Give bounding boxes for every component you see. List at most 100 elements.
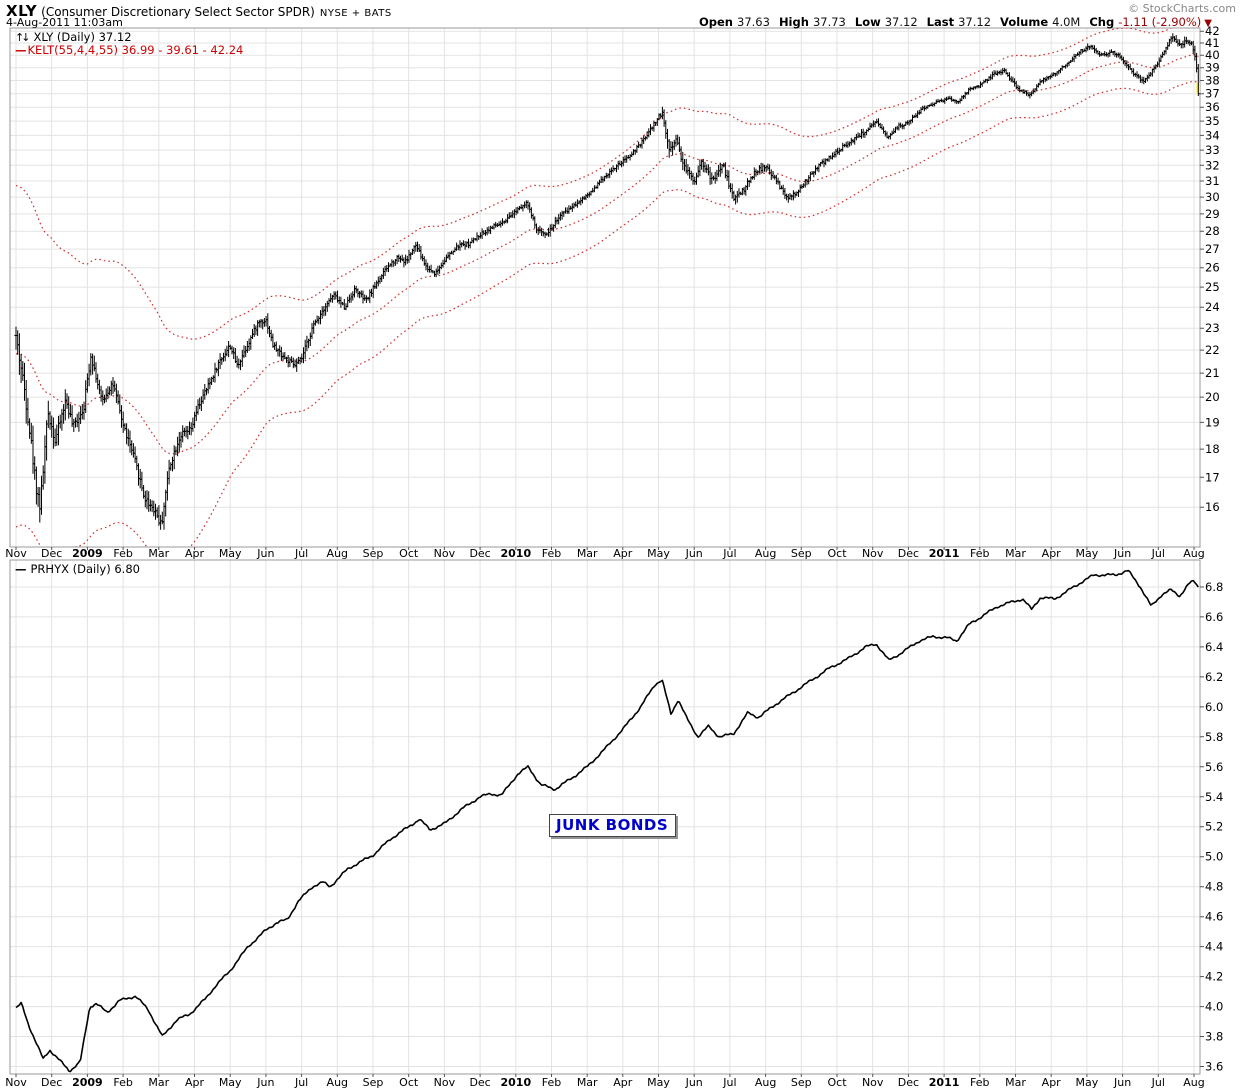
svg-text:Feb: Feb bbox=[970, 547, 989, 560]
line-swatch-icon: — bbox=[15, 43, 27, 57]
svg-text:Nov: Nov bbox=[862, 1076, 884, 1089]
last-value: 37.12 bbox=[958, 15, 992, 29]
svg-text:16: 16 bbox=[1205, 500, 1220, 514]
svg-text:Feb: Feb bbox=[542, 1076, 561, 1089]
xly-panel: 16 17 18 19 20 21 22 23 24 25 26 27 28 29 30 31 32333435… bbox=[5, 24, 1219, 560]
svg-text:2010: 2010 bbox=[500, 547, 531, 560]
svg-text:5.8: 5.8 bbox=[1205, 730, 1223, 744]
header-line-1: XLY (Consumer Discretionary Select Sector… bbox=[6, 1, 392, 20]
svg-text:Apr: Apr bbox=[613, 1076, 633, 1089]
svg-text:Aug: Aug bbox=[1183, 1076, 1204, 1089]
svg-text:Aug: Aug bbox=[755, 1076, 776, 1089]
svg-text:Mar: Mar bbox=[1005, 1076, 1026, 1089]
svg-text:18: 18 bbox=[1205, 442, 1220, 456]
svg-text:42: 42 bbox=[1205, 24, 1220, 38]
svg-text:35: 35 bbox=[1205, 114, 1220, 128]
svg-text:33: 33 bbox=[1205, 143, 1220, 157]
svg-text:4.6: 4.6 bbox=[1205, 910, 1223, 924]
xly-legend[interactable]: ↑↓ XLY (Daily) 37.12 bbox=[15, 30, 132, 44]
close-ticks bbox=[16, 36, 1200, 524]
svg-text:Dec: Dec bbox=[898, 547, 919, 560]
security-name: (Consumer Discretionary Select Sector SP… bbox=[41, 5, 315, 19]
volume-value: 4.0M bbox=[1052, 15, 1081, 29]
stockcharts-copyright: © StockCharts.com bbox=[1128, 2, 1236, 15]
last-label: Last bbox=[926, 15, 955, 29]
svg-text:4.4: 4.4 bbox=[1205, 940, 1223, 954]
svg-text:27: 27 bbox=[1205, 242, 1220, 256]
svg-text:6.6: 6.6 bbox=[1205, 610, 1223, 624]
svg-text:Nov: Nov bbox=[5, 547, 27, 560]
svg-text:Sep: Sep bbox=[363, 1076, 384, 1089]
svg-text:Nov: Nov bbox=[434, 1076, 456, 1089]
svg-text:Mar: Mar bbox=[1005, 547, 1026, 560]
svg-text:Feb: Feb bbox=[113, 1076, 132, 1089]
svg-text:29: 29 bbox=[1205, 207, 1220, 221]
svg-text:Mar: Mar bbox=[577, 1076, 598, 1089]
svg-text:36: 36 bbox=[1205, 100, 1220, 114]
svg-text:Feb: Feb bbox=[113, 547, 132, 560]
svg-text:Sep: Sep bbox=[791, 547, 812, 560]
svg-text:41: 41 bbox=[1205, 36, 1220, 50]
quote-summary: Open 37.63 High 37.73 Low 37.12 Last 37.12 Volum… bbox=[699, 15, 1212, 29]
volume-label: Volume bbox=[1000, 15, 1049, 29]
svg-text:Apr: Apr bbox=[1042, 1076, 1062, 1089]
svg-text:26: 26 bbox=[1205, 261, 1220, 275]
keltner-legend-label: KELT(55,4,4,55) 36.99 - 39.61 - 42.24 bbox=[27, 43, 244, 57]
svg-text:Apr: Apr bbox=[613, 547, 633, 560]
svg-text:34: 34 bbox=[1205, 128, 1220, 142]
chart-datetime: 4-Aug-2011 11:03am bbox=[6, 16, 123, 29]
svg-text:Aug: Aug bbox=[327, 1076, 348, 1089]
svg-text:32: 32 bbox=[1205, 158, 1220, 172]
svg-text:Aug: Aug bbox=[1183, 547, 1204, 560]
svg-text:Jul: Jul bbox=[722, 1076, 736, 1089]
prhyx-line-plot bbox=[15, 569, 1199, 1073]
down-triangle-icon: ▼ bbox=[1204, 18, 1212, 29]
junk-bonds-annotation: JUNK BONDS bbox=[549, 814, 677, 837]
svg-text:Feb: Feb bbox=[970, 1076, 989, 1089]
svg-text:22: 22 bbox=[1205, 343, 1220, 357]
xly-legend-label: XLY (Daily) 37.12 bbox=[33, 30, 132, 44]
svg-text:Apr: Apr bbox=[185, 1076, 205, 1089]
svg-text:Feb: Feb bbox=[542, 547, 561, 560]
low-value: 37.12 bbox=[884, 15, 918, 29]
low-label: Low bbox=[854, 15, 881, 29]
svg-text:Mar: Mar bbox=[577, 547, 598, 560]
svg-text:Apr: Apr bbox=[1042, 547, 1062, 560]
keltner-legend[interactable]: —KELT(55,4,4,55) 36.99 - 39.61 - 42.24 bbox=[15, 43, 243, 57]
svg-text:Nov: Nov bbox=[434, 547, 456, 560]
svg-text:21: 21 bbox=[1205, 366, 1220, 380]
svg-text:Nov: Nov bbox=[862, 547, 884, 560]
open-ticks bbox=[14, 36, 1199, 524]
svg-text:Dec: Dec bbox=[469, 547, 490, 560]
svg-text:Dec: Dec bbox=[898, 1076, 919, 1089]
svg-text:May: May bbox=[219, 1076, 242, 1089]
svg-text:Jun: Jun bbox=[1113, 1076, 1131, 1089]
svg-text:Jun: Jun bbox=[685, 1076, 703, 1089]
svg-text:3.8: 3.8 bbox=[1205, 1030, 1223, 1044]
svg-text:May: May bbox=[1076, 547, 1099, 560]
svg-text:May: May bbox=[647, 1076, 670, 1089]
high-value: 37.73 bbox=[812, 15, 846, 29]
svg-text:5.4: 5.4 bbox=[1205, 790, 1223, 804]
svg-text:24: 24 bbox=[1205, 300, 1220, 314]
keltner-middle-band bbox=[15, 54, 1199, 455]
exchange-label: NYSE + BATS bbox=[319, 8, 392, 19]
svg-text:39: 39 bbox=[1205, 61, 1220, 75]
ohlc-bars bbox=[15, 33, 1199, 530]
svg-text:Oct: Oct bbox=[827, 1076, 847, 1089]
prhyx-legend[interactable]: — PRHYX (Daily) 6.80 bbox=[15, 562, 140, 576]
svg-text:4.0: 4.0 bbox=[1205, 1000, 1223, 1014]
svg-text:Jun: Jun bbox=[1113, 547, 1131, 560]
svg-text:40: 40 bbox=[1205, 48, 1220, 62]
svg-text:30: 30 bbox=[1205, 190, 1220, 204]
svg-text:2011: 2011 bbox=[929, 1076, 960, 1089]
open-label: Open bbox=[699, 15, 733, 29]
svg-text:Sep: Sep bbox=[363, 547, 384, 560]
keltner-lower-band bbox=[15, 80, 1199, 547]
svg-text:4.2: 4.2 bbox=[1205, 970, 1223, 984]
svg-text:Jun: Jun bbox=[256, 547, 274, 560]
ticker-symbol: XLY bbox=[6, 2, 38, 20]
open-value: 37.63 bbox=[737, 15, 770, 29]
svg-text:6.2: 6.2 bbox=[1205, 670, 1223, 684]
